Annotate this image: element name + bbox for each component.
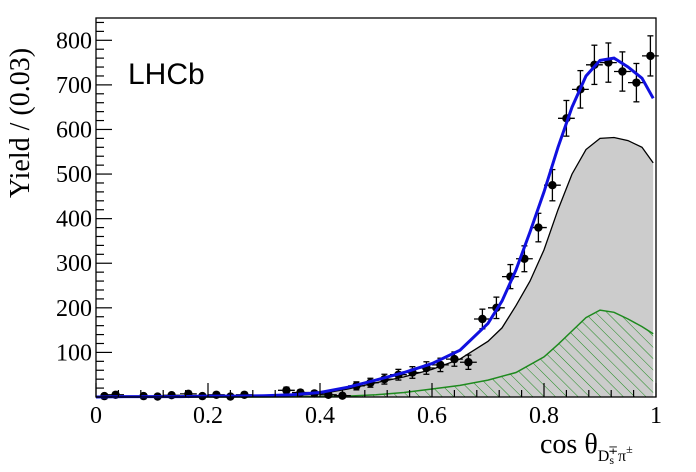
data-point <box>600 42 617 83</box>
data-point <box>460 354 477 371</box>
data-point-marker <box>646 51 655 61</box>
data-point <box>474 308 491 330</box>
green-component-area <box>96 310 654 397</box>
y-axis-label: Yield / (0.03) <box>5 48 36 198</box>
x-axis-label-sub-pm: ∓ <box>608 443 618 457</box>
data-point-marker <box>282 386 291 395</box>
data-point-marker <box>618 67 627 76</box>
y-tick-label: 600 <box>56 117 92 143</box>
data-point <box>628 62 645 103</box>
y-tick-label: 400 <box>56 207 92 233</box>
lhcb-annotation: LHCb <box>128 58 205 91</box>
data-point-marker <box>632 78 641 87</box>
x-axis-label-sub: D <box>598 448 610 465</box>
x-tick-label: 0.6 <box>417 403 447 429</box>
data-point-marker <box>534 223 543 232</box>
gray-component-area <box>96 137 654 397</box>
y-tick-label: 100 <box>56 340 92 366</box>
x-tick-label: 0.2 <box>193 403 223 429</box>
data-point-marker <box>464 358 473 367</box>
data-point <box>642 35 659 77</box>
x-axis-label: cos θDs∓π± <box>540 429 633 467</box>
y-tick-label: 800 <box>56 28 92 54</box>
y-tick-label: 200 <box>56 296 92 322</box>
y-tick-label: 700 <box>56 73 92 99</box>
x-axis-label-sub-tail-pm: ± <box>626 442 633 456</box>
data-point <box>278 386 295 395</box>
x-tick-label: 0.8 <box>529 403 559 429</box>
data-point-marker <box>436 360 445 370</box>
total-fit-line <box>95 56 655 399</box>
plot-frame <box>95 17 657 398</box>
plot-area: 0 0.2 0.4 0.6 0.8 1 100 200 300 400 500 600 700 800 <box>56 17 662 429</box>
x-tick-label: 0 <box>90 403 102 429</box>
data-point-marker <box>450 354 459 364</box>
data-point-marker <box>548 181 557 190</box>
x-axis-label-sub-tail: π <box>618 448 626 465</box>
y-tick-label: 300 <box>56 251 92 277</box>
data-point-marker <box>478 314 487 324</box>
data-point <box>614 51 631 92</box>
y-tick-label: 500 <box>56 162 92 188</box>
x-axis-label-sub-s: s <box>609 453 614 467</box>
x-axis-label-main: cos θ <box>540 429 598 460</box>
x-tick-label: 1 <box>650 403 662 429</box>
x-tick-label: 0.4 <box>305 403 335 429</box>
